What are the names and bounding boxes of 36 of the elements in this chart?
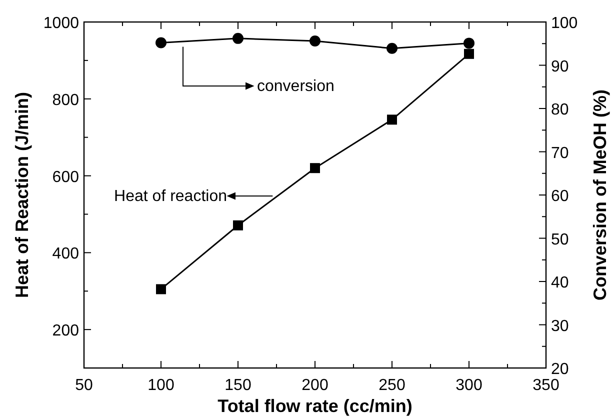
- y2-tick-label: 90: [551, 58, 569, 76]
- point: [386, 42, 398, 54]
- x-axis-title: Total flow rate (cc/min): [218, 396, 412, 416]
- point: [464, 38, 474, 49]
- y-tick-label: 800: [52, 92, 80, 109]
- point: [464, 48, 474, 59]
- x-tick-label: 150: [224, 377, 252, 394]
- y2-tick-label: 70: [551, 144, 569, 162]
- point: [310, 36, 320, 47]
- x-tick-label: 300: [456, 377, 482, 394]
- y2-tick-label: 100: [551, 15, 578, 32]
- x-tick-label: 50: [75, 377, 93, 394]
- y-tick-label: 1000: [43, 15, 80, 32]
- y-axis-title: Heat of Reaction (J/min): [12, 92, 32, 298]
- point: [387, 114, 397, 125]
- y-tick-label: 200: [52, 322, 80, 340]
- y2-tick-label: 60: [551, 188, 569, 205]
- y-tick-label: 400: [52, 246, 80, 263]
- y2-tick-label: 80: [551, 102, 569, 118]
- point: [232, 32, 244, 44]
- point: [156, 284, 166, 294]
- y2-tick-label: 30: [551, 318, 569, 335]
- y2-tick-label: 50: [551, 231, 569, 248]
- point: [310, 163, 320, 174]
- y-tick-label: 600: [52, 168, 80, 186]
- y2-tick-label: 40: [551, 274, 569, 292]
- point: [156, 37, 166, 48]
- x-tick-label: 100: [148, 377, 174, 394]
- annotation: Heat of reaction: [114, 188, 227, 205]
- x-tick-label: 350: [532, 377, 560, 394]
- x-tick-label: 200: [302, 377, 328, 394]
- annotation: conversion: [257, 78, 334, 95]
- point: [233, 220, 243, 230]
- y2-axis-title: Conversion of MeOH (%): [590, 89, 610, 301]
- x-tick-label: 250: [378, 377, 406, 394]
- y2-tick-label: 20: [551, 361, 569, 378]
